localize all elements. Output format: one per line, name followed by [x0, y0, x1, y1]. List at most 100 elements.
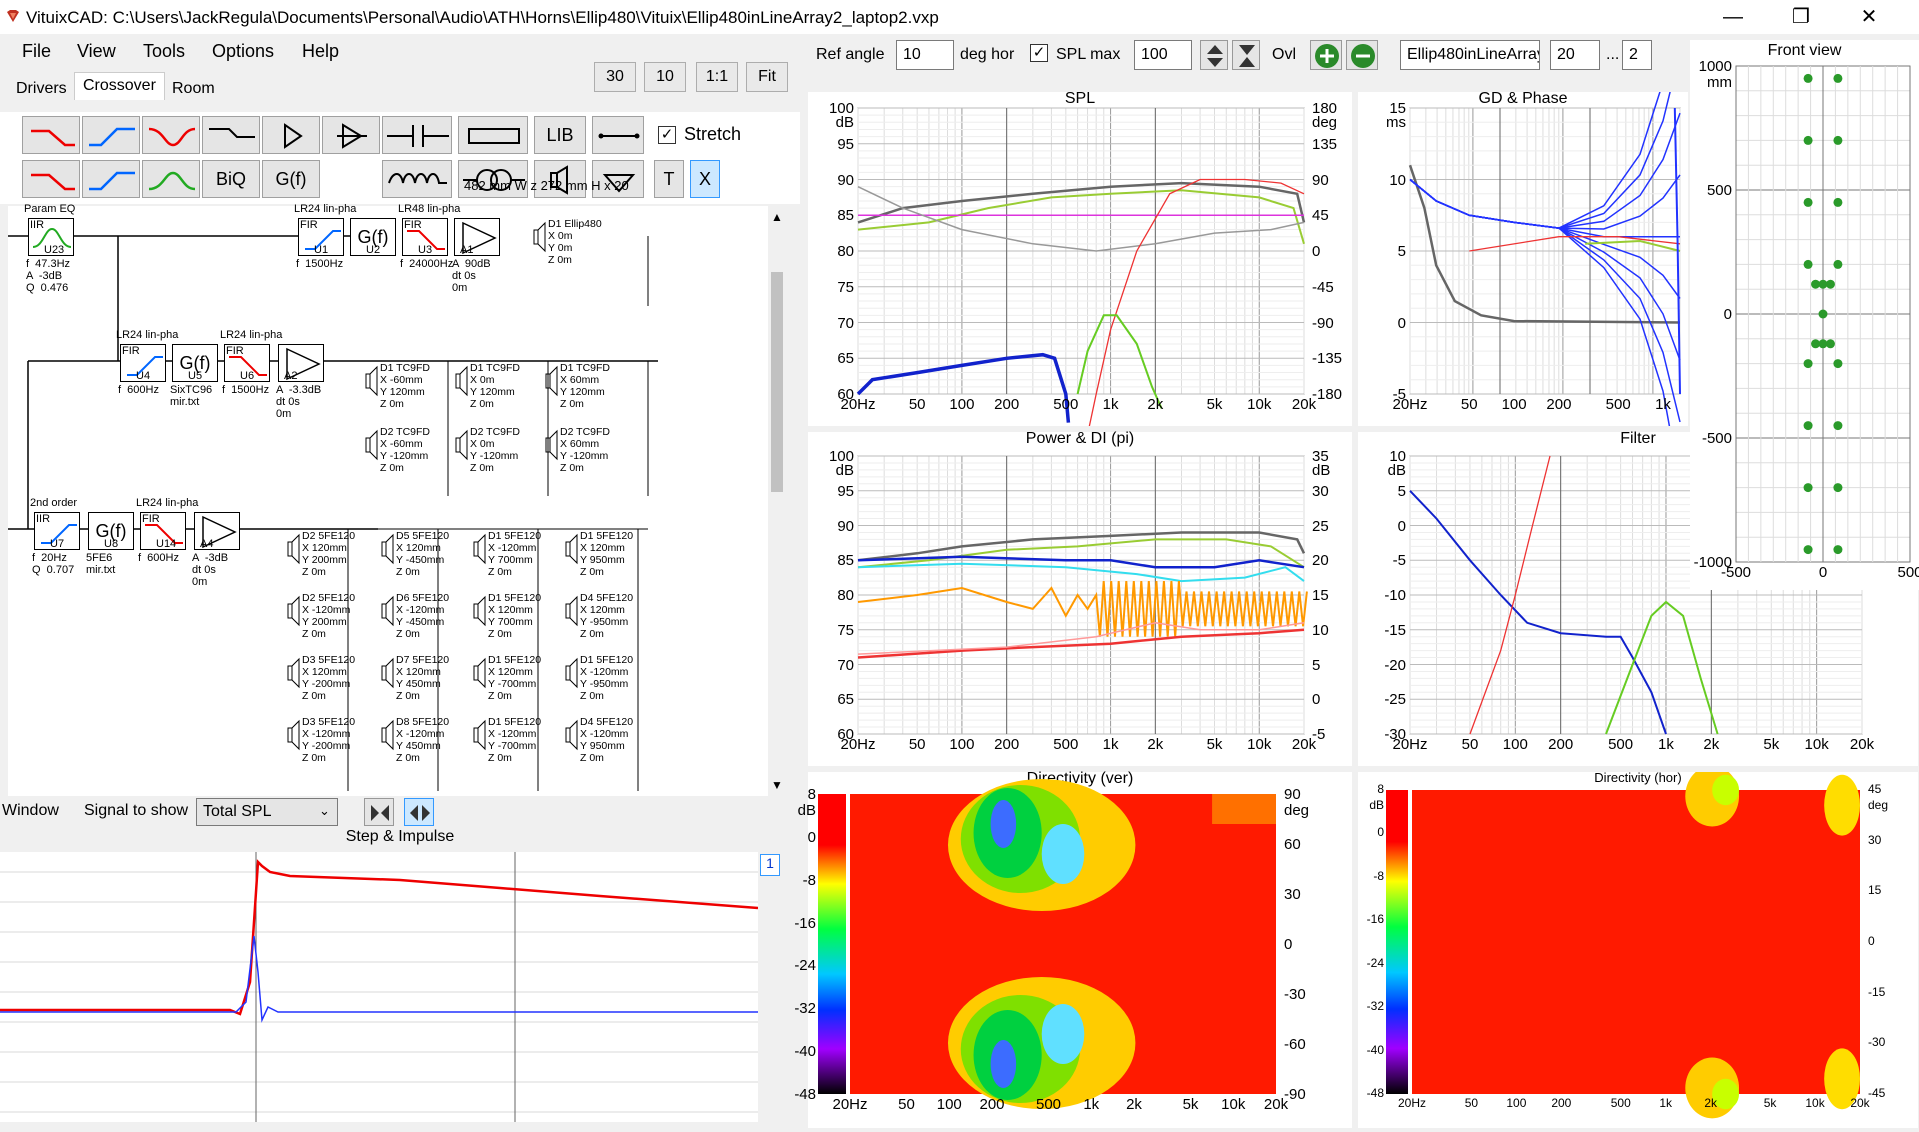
- driver-5fe120-9[interactable]: [380, 656, 396, 695]
- inductor-button[interactable]: [382, 160, 452, 198]
- driver-5fe120-12[interactable]: [286, 718, 302, 757]
- zoom-10-button[interactable]: 10: [644, 62, 686, 92]
- trace-tab-1[interactable]: 1: [760, 854, 780, 876]
- driver-5fe120-6[interactable]: [472, 594, 488, 633]
- menu-file[interactable]: File: [22, 41, 52, 61]
- spl-max-checkbox[interactable]: ✓: [1030, 44, 1048, 62]
- minimize-icon[interactable]: —: [1723, 6, 1743, 28]
- spl-chart[interactable]: SPL 100 95 90 85 80 75 70 65 60 dB 180 135 90 45 0 -45 -9…: [808, 90, 1352, 426]
- scroll-down-icon[interactable]: ▼: [771, 778, 783, 792]
- menu-tools[interactable]: Tools: [143, 41, 186, 61]
- driver-5fe120-5[interactable]: [380, 594, 396, 633]
- driver-5fe120-1[interactable]: [380, 532, 396, 571]
- restore-icon[interactable]: ❐: [1792, 6, 1810, 28]
- text-tool-button[interactable]: T: [654, 160, 684, 198]
- driver-5fe120-4[interactable]: [286, 594, 302, 633]
- amp-a2-block[interactable]: [278, 344, 324, 382]
- driver-5fe120-15[interactable]: [564, 718, 580, 757]
- overlay-last-input[interactable]: [1622, 40, 1652, 70]
- spl-max-input[interactable]: [1134, 40, 1192, 70]
- shelf-button[interactable]: [202, 116, 260, 154]
- driver-d1-ellip480[interactable]: [532, 220, 548, 259]
- menu-options[interactable]: Options: [212, 41, 275, 61]
- front-view-chart[interactable]: Front view 1000 500 0 -500 -1000 mm -500 0 500: [1690, 40, 1919, 590]
- gf-u2-block[interactable]: G(f): [350, 218, 396, 256]
- biquad-button[interactable]: BiQ: [202, 160, 260, 198]
- add-overlay-button[interactable]: [1310, 40, 1342, 70]
- remove-overlay-button[interactable]: [1346, 40, 1378, 70]
- fir-u1-block[interactable]: [298, 218, 344, 256]
- scroll-up-icon[interactable]: ▲: [771, 210, 783, 224]
- power-chart[interactable]: Power & DI (pi) 100 95 90 85 80 75 70 65 60 dB 35 30…: [808, 430, 1352, 766]
- amp-a4-block[interactable]: [194, 512, 240, 550]
- iir-u7-block[interactable]: [34, 512, 80, 550]
- driver-5fe120-0[interactable]: [286, 532, 302, 571]
- crossover-schematic[interactable]: 482 mm W z 272 mm H x 20 IIR U23 Param EQ f …: [8, 179, 768, 796]
- amp-a1-block[interactable]: [454, 218, 500, 256]
- scroll-thumb[interactable]: [771, 272, 783, 492]
- driver-tc9fd-0[interactable]: [364, 364, 380, 403]
- driver-tc9fd-4[interactable]: [454, 428, 470, 467]
- zoom-1to1-button[interactable]: 1:1: [696, 62, 738, 92]
- zoom-fit-button[interactable]: Fit: [746, 62, 788, 92]
- overlay-browse-button[interactable]: ...: [1606, 46, 1620, 63]
- transformer-button[interactable]: [458, 160, 528, 198]
- highpass-blue-button[interactable]: [82, 116, 140, 154]
- resistor-button[interactable]: [458, 116, 528, 154]
- fir-u3-block[interactable]: [402, 218, 448, 256]
- highpass2-blue-button[interactable]: [82, 160, 140, 198]
- param-eq-block[interactable]: [28, 218, 74, 256]
- speaker-button[interactable]: [534, 160, 586, 198]
- lowpass-red-button[interactable]: [22, 116, 80, 154]
- filter-chart[interactable]: Filter 10 5 0 -5 -10 -15 -20 -25 -30 dB 20Hz 50 100 20…: [1358, 430, 1918, 766]
- notch-red-button[interactable]: [142, 116, 200, 154]
- delete-tool-button[interactable]: X: [690, 160, 720, 198]
- spl-max-spin-button[interactable]: [1200, 40, 1228, 70]
- driver-5fe120-10[interactable]: [472, 656, 488, 695]
- ground-button[interactable]: [592, 160, 644, 198]
- driver-5fe120-7[interactable]: [564, 594, 580, 633]
- zoom-30-button[interactable]: 30: [594, 62, 636, 92]
- tab-drivers[interactable]: Drivers: [16, 80, 67, 97]
- close-icon[interactable]: ✕: [1860, 6, 1878, 28]
- step-impulse-plot[interactable]: [0, 852, 759, 1122]
- driver-5fe120-3[interactable]: [564, 532, 580, 571]
- gf-u8-block[interactable]: G(f): [88, 512, 134, 550]
- tab-crossover[interactable]: Crossover: [74, 72, 165, 100]
- spl-range-button[interactable]: [1232, 40, 1260, 70]
- capacitor-button[interactable]: [382, 116, 452, 154]
- directivity-ver-chart[interactable]: Directivity (ver) 8 0 -8 -16 -24 -32 -40 -48 dB 90…: [794, 770, 1352, 1128]
- driver-tc9fd-1[interactable]: [454, 364, 470, 403]
- fir-u4-block[interactable]: [120, 344, 166, 382]
- lowpass2-red-button[interactable]: [22, 160, 80, 198]
- menu-help[interactable]: Help: [302, 41, 340, 61]
- gf-button[interactable]: G(f): [262, 160, 320, 198]
- gf-u5-block[interactable]: G(f): [172, 344, 218, 382]
- amplifier-button[interactable]: [262, 116, 320, 154]
- overlay-file-input[interactable]: [1400, 40, 1540, 70]
- library-button[interactable]: LIB: [534, 116, 586, 154]
- driver-tc9fd-3[interactable]: [364, 428, 380, 467]
- driver-5fe120-2[interactable]: [472, 532, 488, 571]
- overlay-number-input[interactable]: [1550, 40, 1600, 70]
- ref-angle-input[interactable]: [896, 40, 954, 70]
- driver-tc9fd-2[interactable]: [544, 364, 560, 403]
- schematic-scrollbar[interactable]: ▲ ▼: [768, 206, 786, 796]
- tab-room[interactable]: Room: [172, 80, 215, 97]
- collapse-button[interactable]: [364, 798, 394, 826]
- signal-select[interactable]: Total SPL ⌄: [196, 798, 338, 826]
- driver-tc9fd-5[interactable]: [544, 428, 560, 467]
- driver-5fe120-11[interactable]: [564, 656, 580, 695]
- driver-5fe120-13[interactable]: [380, 718, 396, 757]
- buffer-button[interactable]: [322, 116, 380, 154]
- fir-u6-block[interactable]: [224, 344, 270, 382]
- wire-button[interactable]: [592, 116, 644, 154]
- menu-view[interactable]: View: [77, 41, 116, 61]
- directivity-hor-chart[interactable]: Directivity (hor) 8 0 -8 -16 -24 -32 -40 -48 dB 45…: [1358, 770, 1918, 1128]
- peak-green-button[interactable]: [142, 160, 200, 198]
- fir-u14-block[interactable]: [140, 512, 186, 550]
- gd-chart[interactable]: GD & Phase 15 10 5 0 -5 ms 20Hz 50 100 200 500 1k: [1358, 90, 1688, 426]
- stretch-checkbox[interactable]: ✓: [658, 126, 676, 144]
- driver-5fe120-8[interactable]: [286, 656, 302, 695]
- expand-button[interactable]: [404, 798, 434, 826]
